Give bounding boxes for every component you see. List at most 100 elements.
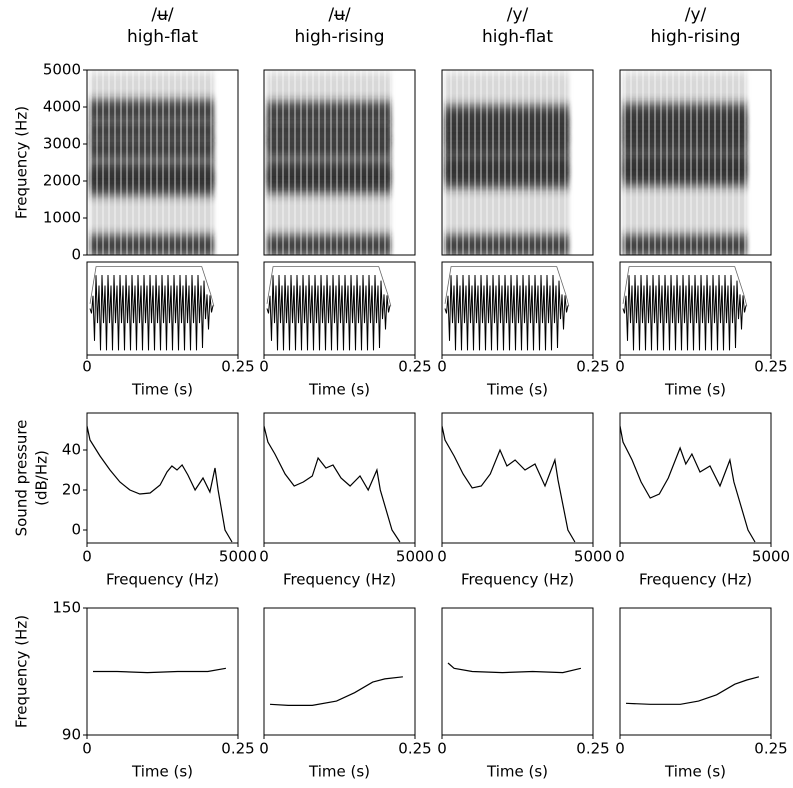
frame	[86, 607, 239, 736]
column-subtitle: high-rising	[650, 27, 740, 47]
plot-area	[87, 425, 233, 543]
y-tick-label: 4000	[43, 98, 81, 116]
waveform-trace	[622, 274, 747, 351]
plot-area	[622, 266, 748, 351]
x-tick-label: 0.25	[221, 740, 254, 758]
x-axis-label: Time (s)	[131, 381, 193, 399]
plot-area	[442, 425, 576, 543]
x-axis-label: Time (s)	[486, 381, 548, 399]
x-axis-label: Frequency (Hz)	[461, 571, 574, 589]
data-line	[264, 425, 401, 543]
column-subtitle: high-flat	[127, 27, 198, 47]
y-tick-label: 5000	[43, 61, 81, 79]
frame	[441, 261, 594, 356]
envelope	[266, 266, 392, 307]
x-tick-label: 0.25	[576, 358, 609, 376]
x-tick-label: 5000	[396, 548, 434, 566]
plot-area	[444, 266, 570, 351]
x-tick-label: 0.25	[398, 740, 431, 758]
x-tick-label: 0	[615, 358, 625, 376]
y-tick-label: 0	[71, 246, 81, 264]
x-axis-label: Time (s)	[664, 381, 726, 399]
y-tick-label: 3000	[43, 135, 81, 153]
column-title: /ʉ/	[151, 5, 174, 25]
x-tick-label: 0	[82, 358, 92, 376]
y-axis-label: Frequency (Hz)	[13, 615, 31, 728]
x-axis-label: Time (s)	[664, 763, 726, 781]
y-tick-label: 90	[62, 726, 81, 744]
striations	[623, 70, 747, 255]
x-tick-label: 0	[615, 740, 625, 758]
y-tick-label: 1000	[43, 209, 81, 227]
frame	[86, 69, 239, 256]
envelope	[89, 266, 215, 307]
envelope	[444, 266, 570, 307]
y-axis-label: Frequency (Hz)	[13, 106, 31, 219]
x-tick-label: 0.25	[754, 740, 787, 758]
x-axis-label: Frequency (Hz)	[283, 571, 396, 589]
plot-area	[445, 70, 569, 255]
plot-area	[623, 70, 747, 255]
data-line	[447, 662, 582, 674]
x-tick-label: 5000	[574, 548, 612, 566]
column-title: /ʉ/	[328, 5, 351, 25]
column-subtitle: high-rising	[294, 27, 384, 47]
waveform-trace	[266, 274, 391, 351]
frame	[441, 607, 594, 736]
x-tick-label: 0.25	[754, 358, 787, 376]
waveform-trace	[89, 274, 214, 351]
frame	[619, 607, 772, 736]
frame	[263, 412, 416, 544]
x-axis-label: Time (s)	[308, 381, 370, 399]
y-axis-label: Sound pressure	[13, 420, 31, 537]
plot-area	[93, 667, 227, 674]
x-axis-label: Time (s)	[308, 763, 370, 781]
y-tick-label: 20	[62, 481, 81, 499]
plot-area	[625, 676, 760, 705]
plot-area	[266, 266, 392, 351]
frame	[86, 412, 239, 544]
data-line	[442, 425, 576, 543]
column-subtitle: high-flat	[482, 27, 553, 47]
column-title: /y/	[685, 5, 707, 25]
plot-area	[269, 676, 403, 706]
data-line	[93, 667, 227, 674]
frame	[619, 412, 772, 544]
x-tick-label: 0	[615, 548, 625, 566]
frame	[441, 69, 594, 256]
plot-area	[447, 662, 582, 674]
striations	[267, 70, 391, 255]
y-axis-label: (dB/Hz)	[33, 450, 51, 506]
x-axis-label: Frequency (Hz)	[106, 571, 219, 589]
plot-area	[620, 425, 756, 543]
frame	[86, 261, 239, 356]
frame	[263, 607, 416, 736]
x-axis-label: Time (s)	[131, 763, 193, 781]
waveform-trace	[444, 274, 569, 351]
x-tick-label: 0	[259, 740, 269, 758]
x-tick-label: 5000	[219, 548, 257, 566]
x-tick-label: 0	[82, 548, 92, 566]
x-axis-label: Frequency (Hz)	[639, 571, 752, 589]
frame	[263, 69, 416, 256]
column-title: /y/	[507, 5, 529, 25]
data-line	[87, 425, 233, 543]
frame	[263, 261, 416, 356]
x-tick-label: 5000	[752, 548, 790, 566]
striations	[445, 70, 569, 255]
x-tick-label: 0	[437, 548, 447, 566]
plot-area	[90, 70, 214, 255]
plot-area	[264, 425, 401, 543]
plot-area	[89, 266, 215, 351]
plot-area	[267, 70, 391, 255]
x-tick-label: 0	[259, 358, 269, 376]
x-tick-label: 0	[82, 740, 92, 758]
y-tick-label: 0	[71, 521, 81, 539]
envelope	[622, 266, 748, 307]
data-line	[269, 676, 403, 706]
frame	[441, 412, 594, 544]
x-axis-label: Time (s)	[486, 763, 548, 781]
y-tick-label: 2000	[43, 172, 81, 190]
striations	[90, 70, 214, 255]
